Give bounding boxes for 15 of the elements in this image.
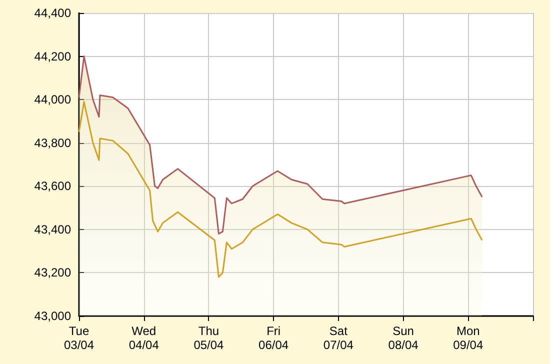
y-tick-label: 43,400 (34, 222, 72, 236)
y-tick-label: 43,200 (34, 266, 72, 280)
x-tick-label: Sun 08/04 (388, 324, 419, 352)
y-tick-label: 44,200 (34, 49, 72, 64)
y-tick-label: 44,400 (34, 6, 72, 20)
x-tick-label: Thu 05/04 (194, 324, 224, 352)
x-tick-label: Fri 06/04 (258, 324, 289, 352)
y-tick-label: 44,000 (34, 92, 72, 107)
x-tick-label: Tue 03/04 (64, 324, 94, 352)
y-tick-label: 43,600 (34, 179, 72, 194)
x-tick-label: Mon 09/04 (453, 324, 484, 352)
x-tick-label: Wed 04/04 (128, 324, 160, 352)
y-tick-label: 43,000 (34, 309, 72, 323)
y-tick-label: 43,800 (34, 136, 72, 150)
x-tick-label: Sat 07/04 (323, 324, 354, 352)
